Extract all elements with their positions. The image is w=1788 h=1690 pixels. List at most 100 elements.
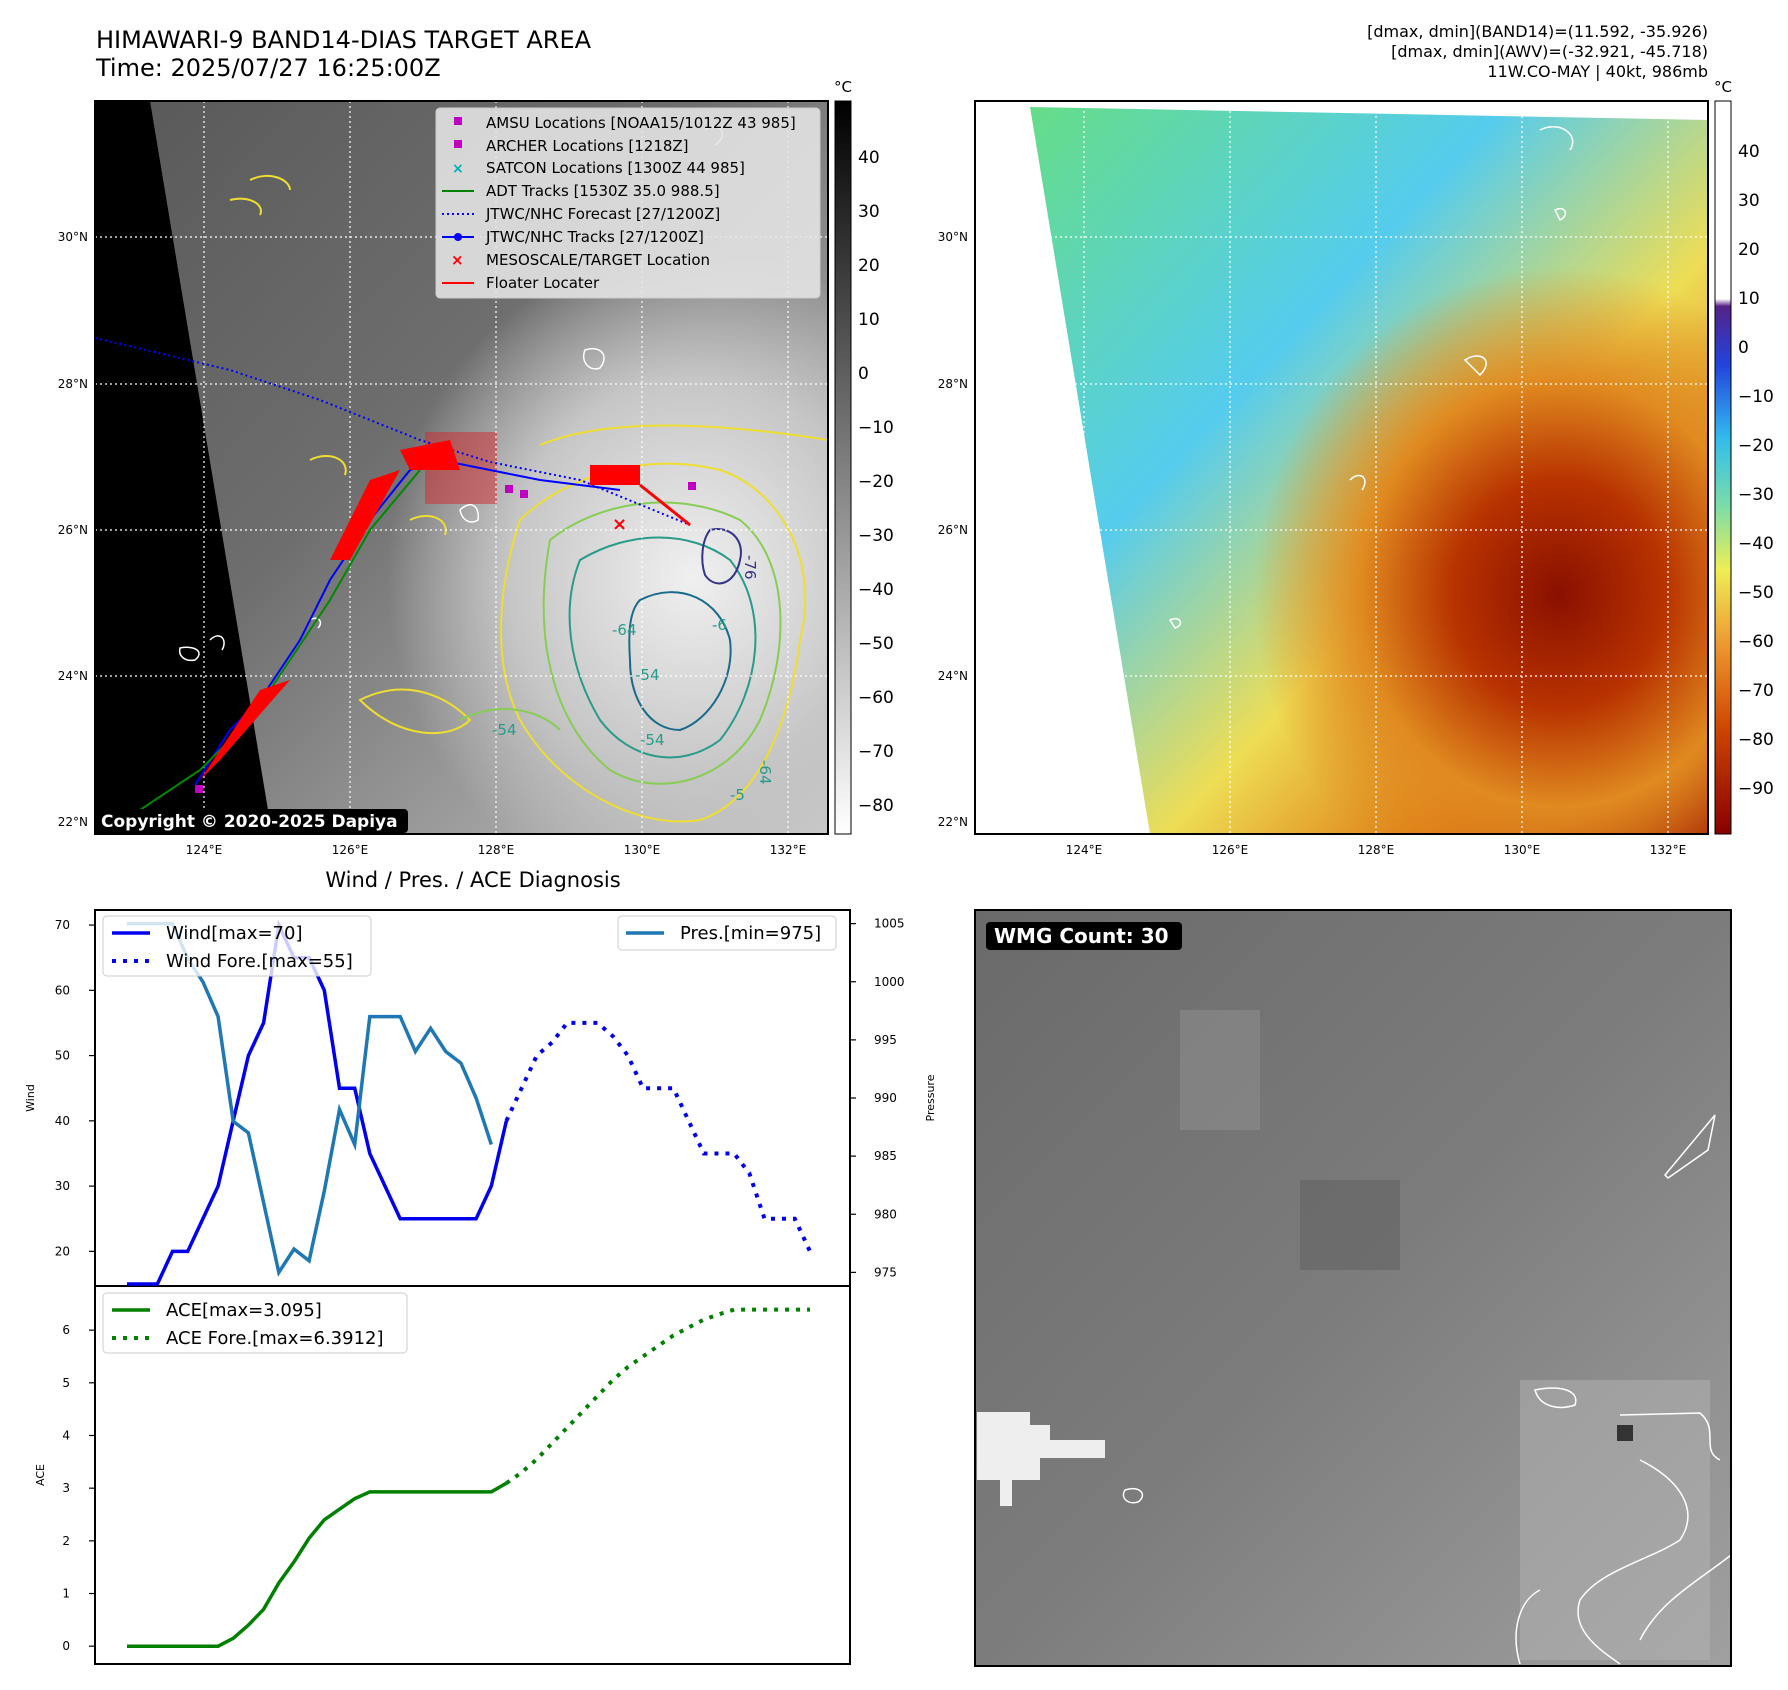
lat-label: 30°N — [58, 230, 88, 244]
lat-label: 22°N — [938, 815, 968, 829]
adt-track — [139, 469, 421, 811]
wind-forecast-series-line — [504, 1020, 812, 1253]
wmg-panel: WMG Count: 30 — [974, 909, 1732, 1667]
ir-colorbar-tick: 10 — [858, 310, 880, 330]
pressure-axis-tick: 995 — [874, 1033, 897, 1047]
lon-label: 126°E — [332, 843, 369, 857]
awv-colorbar-tick: −70 — [1738, 681, 1774, 701]
legend-satcon-marker: × — [452, 161, 464, 177]
pressure-axis-tick: 1000 — [874, 975, 905, 989]
contour-label: -54 — [635, 666, 660, 684]
contour-label: -54 — [492, 721, 517, 739]
awv-colorbar-unit: °C — [1714, 78, 1732, 96]
wind-axis-tick: 50 — [55, 1049, 70, 1063]
ir-colorbar-tick: 0 — [858, 364, 869, 384]
copyright-text: Copyright © 2020-2025 Dapiya — [101, 812, 398, 832]
ace-axis-tick: 2 — [62, 1534, 70, 1548]
legend-target-marker: × — [451, 251, 464, 269]
contour-label: -54 — [640, 731, 665, 749]
floater-locater-cluster-east — [590, 465, 640, 485]
wind-axis-tick: 40 — [55, 1114, 70, 1128]
ace-axis-tick: 4 — [62, 1428, 70, 1442]
legend-target-label: MESOSCALE/TARGET Location — [486, 251, 710, 269]
wmg-count-badge — [986, 922, 1182, 950]
legend-jtwc-forecast-label: JTWC/NHC Forecast [27/1200Z] — [485, 205, 720, 223]
ir-colorbar: °C 40 30 20 10 0 −10 −20 −30 −40 −50 −60… — [834, 78, 894, 835]
ace-forecast-series-line — [505, 1307, 810, 1485]
legend-ace-forecast-label: ACE Fore.[max=6.3912] — [166, 1328, 384, 1349]
legend-ace-label: ACE[max=3.095] — [166, 1300, 322, 1321]
legend-amsu-label: AMSU Locations [NOAA15/1012Z 43 985] — [486, 114, 796, 132]
contour-label: -64 — [612, 621, 637, 639]
awv-colorbar-tick: 30 — [1738, 191, 1760, 211]
lon-label: 128°E — [478, 843, 515, 857]
wind-axis-tick: 60 — [55, 983, 70, 997]
floater-locater-cluster-sw — [200, 680, 290, 780]
ace-legend: ACE[max=3.095] ACE Fore.[max=6.3912] — [102, 1292, 408, 1354]
ir-colorbar-tick: −30 — [858, 526, 894, 546]
archer-marker — [505, 485, 513, 493]
wind-axis-tick: 30 — [55, 1179, 70, 1193]
awv-colorbar-tick: 10 — [1738, 289, 1760, 309]
ir-colorbar-tick: −60 — [858, 688, 894, 708]
legend-adt-label: ADT Tracks [1530Z 35.0 988.5] — [486, 182, 720, 200]
contour-label: -76 — [741, 555, 759, 580]
ace-axis-tick: 3 — [62, 1481, 70, 1495]
contour-label: -6 — [712, 616, 727, 634]
awv-colorbar-tick: −60 — [1738, 632, 1774, 652]
diagnosis-chart: Wind / Pres. / ACE Diagnosis Wind Pressu… — [24, 868, 937, 1665]
ir-colorbar-tick: −80 — [858, 796, 894, 816]
pressure-axis-tick: 980 — [874, 1207, 897, 1221]
band14-range-text: [dmax, dmin](BAND14)=(11.592, -35.926) — [1367, 22, 1708, 41]
ir-colorbar-tick: −40 — [858, 580, 894, 600]
ir-colorbar-tick: 20 — [858, 256, 880, 276]
lon-label: 130°E — [624, 843, 661, 857]
contour-label: -5 — [730, 786, 745, 804]
floater-locater-cluster-target — [400, 440, 460, 470]
lon-label: 128°E — [1358, 843, 1395, 857]
lat-label: 30°N — [938, 230, 968, 244]
lon-label: 124°E — [186, 843, 223, 857]
awv-colorbar-tick: 20 — [1738, 240, 1760, 260]
ace-axis-tick: 6 — [62, 1323, 70, 1337]
awv-range-text: [dmax, dmin](AWV)=(-32.921, -45.718) — [1391, 42, 1708, 61]
wind-axis-tick: 20 — [55, 1244, 70, 1258]
wind-axis-tick: 70 — [55, 918, 70, 932]
pressure-axis-tick: 990 — [874, 1091, 897, 1105]
pressure-axis-tick: 1005 — [874, 917, 905, 931]
pressure-axis-tick: 975 — [874, 1265, 897, 1279]
awv-colorbar-tick: −50 — [1738, 583, 1774, 603]
legend-floater-label: Floater Locater — [486, 274, 600, 292]
diagnosis-title: Wind / Pres. / ACE Diagnosis — [325, 868, 620, 892]
ir-colorbar-unit: °C — [834, 78, 852, 96]
legend-archer-marker — [454, 140, 462, 148]
lon-label: 132°E — [1650, 843, 1687, 857]
awv-colorbar-tick: −10 — [1738, 387, 1774, 407]
legend-satcon-label: SATCON Locations [1300Z 44 985] — [486, 159, 745, 177]
wind-axis-label: Wind — [24, 1084, 37, 1112]
figure-title: HIMAWARI-9 BAND14-DIAS TARGET AREA Time:… — [96, 26, 592, 82]
copyright-badge: Copyright © 2020-2025 Dapiya — [96, 809, 408, 833]
lon-label: 126°E — [1212, 843, 1249, 857]
lat-label: 26°N — [58, 523, 88, 537]
figure-time: Time: 2025/07/27 16:25:00Z — [96, 54, 441, 82]
legend-wind-label: Wind[max=70] — [166, 923, 303, 944]
lon-label: 132°E — [770, 843, 807, 857]
lat-label: 28°N — [58, 377, 88, 391]
lon-label: 124°E — [1066, 843, 1103, 857]
ace-axis-label: ACE — [34, 1464, 47, 1486]
target-location-marker: × — [612, 514, 627, 535]
ace-axis-tick: 5 — [62, 1376, 70, 1390]
awv-colorbar-tick: −90 — [1738, 779, 1774, 799]
legend-wind-forecast-label: Wind Fore.[max=55] — [166, 951, 353, 972]
pressure-legend: Pres.[min=975] — [617, 915, 837, 951]
ir-map-ticks: 30°N 28°N 26°N 24°N 22°N 124°E 126°E 128… — [58, 230, 807, 857]
legend-archer-label: ARCHER Locations [1218Z] — [486, 137, 689, 155]
pressure-axis-label: Pressure — [924, 1074, 937, 1121]
lon-label: 130°E — [1504, 843, 1541, 857]
ir-colorbar-tick: −20 — [858, 472, 894, 492]
floater-locater-cluster-mid — [330, 470, 400, 560]
ir-colorbar-tick: −50 — [858, 634, 894, 654]
ir-colorbar-tick: −70 — [858, 742, 894, 762]
